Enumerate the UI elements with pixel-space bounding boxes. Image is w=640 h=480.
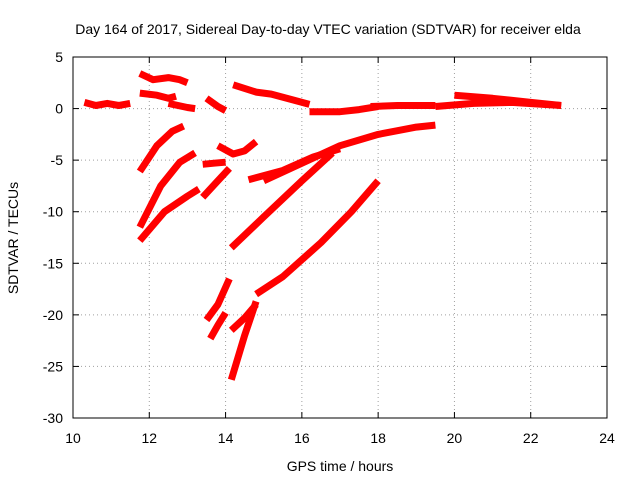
y-tick-label: -10 xyxy=(43,204,63,220)
y-tick-label: 0 xyxy=(55,101,63,117)
series-arc-16 xyxy=(216,138,259,158)
series-arc-24 xyxy=(254,178,381,298)
series-arc-11 xyxy=(136,122,186,174)
series-arc-12 xyxy=(136,149,197,229)
y-tick-label: -30 xyxy=(43,410,63,426)
x-axis: 10 12 14 16 18 20 22 24 xyxy=(65,430,615,446)
chart-title: Day 164 of 2017, Sidereal Day-to-day VTE… xyxy=(75,21,581,37)
x-tick-label: 24 xyxy=(599,430,615,446)
series-arc-1 xyxy=(83,99,131,109)
series-arc-4 xyxy=(167,99,196,113)
grid xyxy=(73,57,607,418)
y-tick-label: -20 xyxy=(43,307,63,323)
x-tick-label: 18 xyxy=(370,430,386,446)
series-arc-5 xyxy=(204,95,228,114)
series-arc-8 xyxy=(370,102,436,110)
series-arc-13 xyxy=(137,186,201,243)
x-tick-label: 16 xyxy=(294,430,310,446)
x-tick-label: 14 xyxy=(218,430,234,446)
y-tick-label: -25 xyxy=(43,358,63,374)
y-axis-label: SDTVAR / TECUs xyxy=(5,182,21,294)
series-arc-19 xyxy=(228,150,335,251)
x-tick-label: 22 xyxy=(523,430,539,446)
series-arc-14 xyxy=(200,166,232,200)
y-tick-label: 5 xyxy=(55,49,63,65)
series-layer xyxy=(83,70,562,381)
x-axis-label: GPS time / hours xyxy=(287,458,394,474)
y-axis: 5 0 -5 -10 -15 -20 -25 -30 xyxy=(43,49,63,426)
series-arc-2 xyxy=(138,70,189,87)
series-arc-23 xyxy=(227,300,260,381)
series-arc-7 xyxy=(309,103,379,116)
series-arc-15 xyxy=(202,158,226,168)
series-arc-21 xyxy=(207,310,229,341)
series-arc-18 xyxy=(262,121,436,184)
series-arc-3 xyxy=(139,89,177,102)
y-tick-label: -5 xyxy=(51,152,64,168)
y-tick-label: -15 xyxy=(43,255,63,271)
series-arc-20 xyxy=(203,277,233,323)
axis-ticks xyxy=(72,56,608,419)
x-tick-label: 20 xyxy=(447,430,463,446)
plot-frame xyxy=(72,56,608,419)
series-arc-10 xyxy=(454,91,562,109)
x-tick-label: 12 xyxy=(141,430,157,446)
series-arc-6 xyxy=(232,81,311,108)
x-tick-label: 10 xyxy=(65,430,81,446)
